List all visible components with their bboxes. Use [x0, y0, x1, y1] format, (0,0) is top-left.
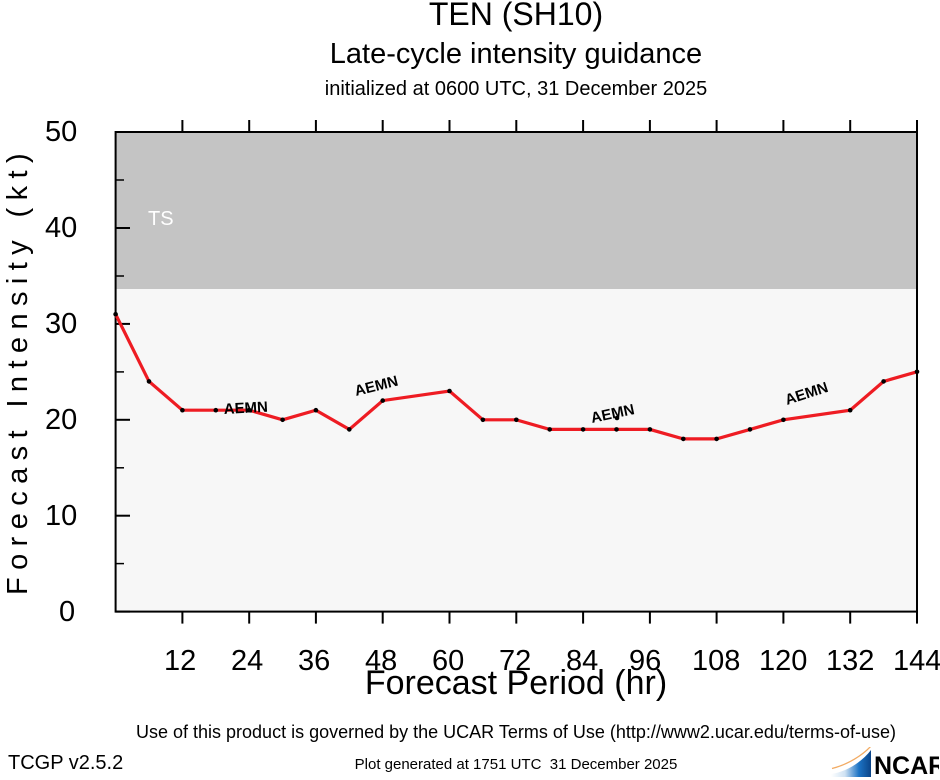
svg-text:NCAR: NCAR: [874, 752, 939, 779]
svg-text:TS: TS: [148, 208, 174, 230]
svg-text:AEMN: AEMN: [223, 399, 268, 418]
